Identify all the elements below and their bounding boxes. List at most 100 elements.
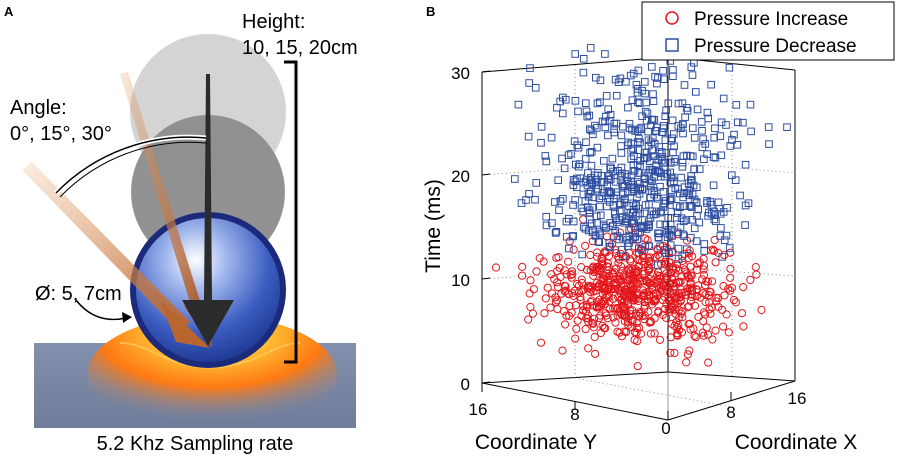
pressure-decrease-point [633,88,642,97]
pressure-decrease-point [687,63,696,71]
pressure-decrease-point [581,155,590,163]
pressure-decrease-point [683,245,691,253]
pressure-decrease-point [714,198,723,207]
pressure-increase-point [605,271,614,280]
pressure-decrease-point [595,227,604,236]
pressure-increase-point [729,295,739,305]
pressure-decrease-point [526,64,534,72]
pressure-increase-point [593,297,602,306]
height-values: 10, 15, 20cm [242,37,358,59]
pressure-decrease-point [559,195,567,203]
drop-arrow-head [182,300,234,346]
pressure-decrease-point [571,196,579,204]
pressure-increase-point [654,250,663,259]
pressure-decrease-point [666,178,675,186]
pressure-decrease-point [689,124,697,132]
angle-arrow-30 [22,162,190,330]
pressure-increase-point [571,334,580,343]
pressure-decrease-point [613,232,622,240]
pressure-increase-point [629,296,639,305]
pressure-decrease-point [596,202,604,211]
pressure-decrease-point [668,173,677,182]
pressure-increase-point [599,323,609,332]
pressure-decrease-point [634,98,642,107]
pressure-increase-point [719,322,728,331]
pressure-decrease-point [583,112,592,121]
pressure-decrease-point [531,84,540,92]
pressure-increase-point [605,304,614,313]
pressure-decrease-point [668,134,676,143]
z-tick-label: 30 [451,64,470,83]
pressure-decrease-point [710,207,718,216]
pressure-decrease-point [620,198,629,207]
pressure-decrease-point [709,181,718,190]
pressure-decrease-point [635,134,643,143]
pressure-increase-point [705,305,714,314]
pressure-increase-point [611,318,620,327]
pressure-increase-point [540,309,549,318]
pressure-decrease-point [610,119,619,128]
pressure-decrease-point [665,249,673,258]
angle-arrow-15 [120,72,206,322]
pressure-decrease-point [606,164,615,173]
pressure-decrease-point [585,206,594,214]
z-tick [481,381,491,384]
pressure-increase-point [699,331,708,340]
pressure-decrease-point [678,158,687,167]
pressure-increase-point [630,335,639,344]
box-edge [481,56,669,73]
pressure-increase-point [752,270,761,279]
pressure-decrease-point [640,153,648,162]
pressure-decrease-point [558,154,566,163]
pressure-increase-point [746,275,755,284]
pressure-decrease-point [586,149,594,157]
pressure-increase-point [536,338,546,347]
pressure-decrease-point [664,225,673,234]
pressure-decrease-point [525,190,533,198]
pressure-decrease-point [592,73,600,82]
pressure-increase-point [708,335,717,344]
pressure-decrease-point [643,109,652,118]
pressure-decrease-point [648,63,656,71]
pressure-increase-point [726,264,735,273]
pressure-decrease-point [764,123,773,131]
pressure-increase-point [739,283,748,292]
pressure-decrease-point [647,165,656,174]
pressure-increase-point [597,257,606,266]
pressure-decrease-point [551,229,560,237]
pressure-decrease-point [575,160,584,168]
pressure-increase-point [579,302,588,311]
pressure-decrease-point [602,92,611,100]
pressure-decrease-point [636,209,644,218]
pressure-increase-point [661,313,671,322]
pressure-decrease-point [693,105,702,114]
pressure-decrease-point [654,261,662,269]
pressure-increase-point [553,305,562,314]
pressure-decrease-point [682,216,691,224]
pressure-decrease-point [652,126,660,135]
pressure-decrease-point [717,151,726,160]
pressure-decrease-point [765,140,773,148]
pressure-increase-point [696,293,705,302]
pressure-decrease-point [679,230,688,239]
surface-dent [119,342,301,370]
pressure-decrease-point [608,154,617,163]
y-axis-label: Coordinate Y [475,431,597,454]
pressure-decrease-point [669,66,677,74]
pressure-increase-point [635,262,644,271]
pressure-decrease-point [596,229,604,238]
pressure-increase-point [710,235,719,245]
pressure-increase-point [589,319,598,328]
pressure-increase-point [679,261,688,270]
pressure-decrease-point [633,85,642,93]
pressure-increase-point [590,314,599,323]
pressure-decrease-point [741,221,749,229]
pressure-decrease-point [589,193,598,202]
pressure-decrease-point [621,194,629,203]
pressure-increase-point [601,293,611,302]
pressure-decrease-point [658,128,666,136]
pressure-decrease-point [705,208,713,217]
pressure-decrease-point [711,153,720,162]
pressure-decrease-point [625,124,634,132]
pressure-increase-point [702,323,711,332]
